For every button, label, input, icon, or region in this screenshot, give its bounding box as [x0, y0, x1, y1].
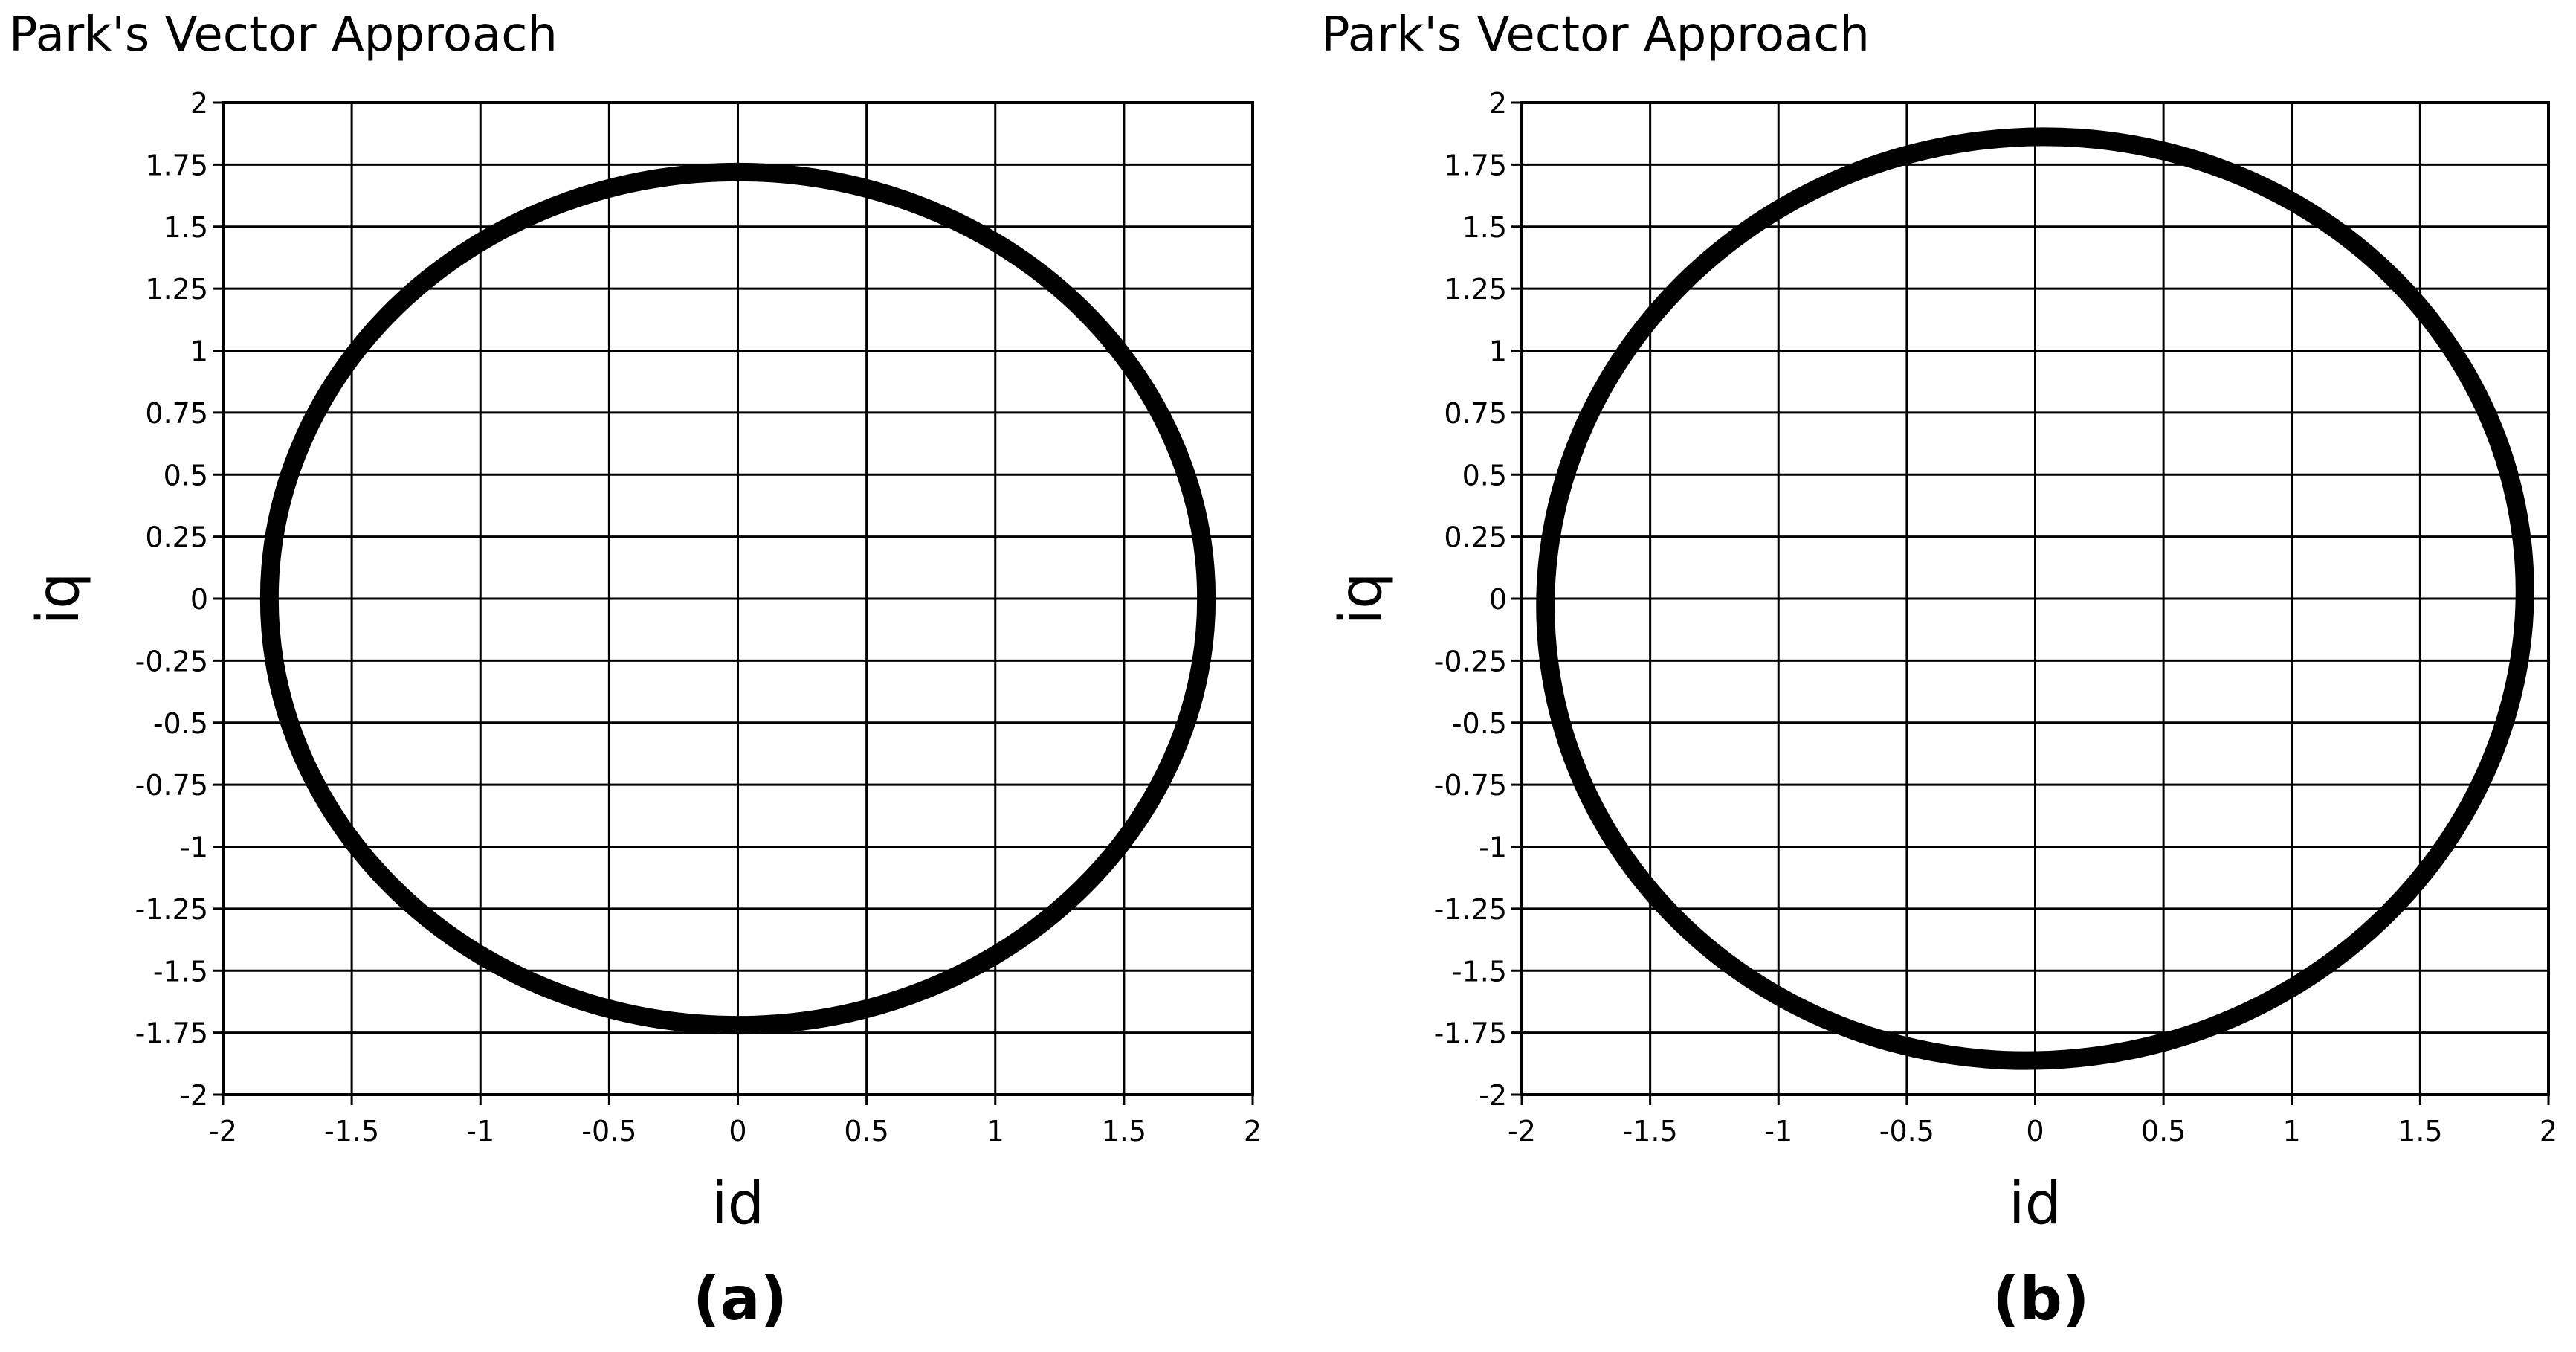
y-tick-label: 0.25 — [145, 521, 208, 554]
x-tick-label: 1 — [987, 1115, 1004, 1147]
y-tick-label: 0.75 — [1444, 397, 1507, 430]
x-tick-label: -2 — [1508, 1115, 1536, 1147]
y-tick-label: -0.25 — [1434, 645, 1507, 677]
y-axis-label: iq — [1328, 572, 1395, 625]
x-tick-label: -1.5 — [324, 1115, 379, 1147]
y-axis-label: iq — [25, 572, 92, 625]
park-vector-trajectory — [259, 162, 1216, 1035]
x-axis-label: id — [2009, 1171, 2062, 1237]
plot-area: 2 1.75 1.5 1.25 1 0.75 0.5 0.25 0 -0.25 -0.5 -0.75 -… — [25, 87, 1262, 1237]
y-tick-label: 2 — [1489, 87, 1507, 120]
y-tick-label: -0.5 — [153, 707, 208, 740]
chart-panel-a: Park's Vector Approach 2 1.75 1.5 1.25 1 0.75… — [9, 7, 1262, 1333]
x-tick-label: 0.5 — [844, 1115, 888, 1147]
y-tick-label: 1.25 — [1444, 273, 1507, 306]
x-tick-label: -1 — [466, 1115, 494, 1147]
x-tick-label: 1 — [2283, 1115, 2301, 1147]
park-vector-trajectory — [1536, 127, 2534, 1070]
y-tick-label: 0.5 — [164, 459, 208, 492]
x-tick-label: 2 — [1244, 1115, 1262, 1147]
x-tick-label: 1.5 — [1102, 1115, 1146, 1147]
chart-title: Park's Vector Approach — [9, 7, 558, 62]
chart-panel-b: Park's Vector Approach 2 1.75 1.5 1.25 1 0.75… — [1312, 0, 2576, 1352]
y-tick-label: -1.5 — [1452, 955, 1507, 988]
y-tick-label: -1.75 — [135, 1017, 208, 1050]
chart-title: Park's Vector Approach — [1321, 7, 1870, 62]
y-tick-label: -1.5 — [153, 955, 208, 988]
y-tick-label: 1.75 — [1444, 149, 1507, 181]
plot-area: 2 1.75 1.5 1.25 1 0.75 0.5 0.25 0 -0.25 -0.5 -0.75 -… — [1328, 87, 2557, 1237]
y-tick-label: -2 — [1479, 1079, 1507, 1112]
y-tick-label: -0.5 — [1452, 707, 1507, 740]
x-tick-label: -1.5 — [1623, 1115, 1678, 1147]
y-tick-label: -1 — [180, 831, 208, 864]
x-axis-label: id — [711, 1171, 764, 1237]
y-tick-label: 0 — [1489, 583, 1507, 616]
y-tick-label: 1.5 — [1462, 211, 1507, 244]
x-tick-label: 2 — [2540, 1115, 2557, 1147]
y-tick-label: 2 — [190, 87, 208, 120]
y-tick-label: 0.75 — [145, 397, 208, 430]
x-tick-label: 0 — [2026, 1115, 2044, 1147]
y-tick-label: -1 — [1479, 831, 1507, 864]
x-tick-label: -2 — [209, 1115, 237, 1147]
y-tick-label: -0.25 — [135, 645, 208, 677]
y-tick-label: -1.25 — [135, 893, 208, 926]
y-tick-label: -2 — [180, 1079, 208, 1112]
x-tick-label: -0.5 — [581, 1115, 636, 1147]
y-tick-label: 1.25 — [145, 273, 208, 306]
y-tick-label: 1 — [190, 335, 208, 368]
x-tick-label: -0.5 — [1879, 1115, 1934, 1147]
y-tick-label: -1.25 — [1434, 893, 1507, 926]
y-tick-label: 0 — [190, 583, 208, 616]
y-tick-label: 1.75 — [145, 149, 208, 181]
x-tick-label: 0 — [729, 1115, 746, 1147]
figure-caption: (a) — [693, 1264, 788, 1333]
x-tick-label: -1 — [1764, 1115, 1792, 1147]
y-tick-label: 1.5 — [164, 211, 208, 244]
y-tick-label: 1 — [1489, 335, 1507, 368]
y-tick-label: -0.75 — [135, 769, 208, 802]
y-tick-label: -0.75 — [1434, 769, 1507, 802]
y-tick-label: 0.5 — [1462, 459, 1507, 492]
x-tick-label: 0.5 — [2141, 1115, 2186, 1147]
trajectory-loop — [1536, 127, 2534, 1070]
y-tick-label: -1.75 — [1434, 1017, 1507, 1050]
y-tick-label: 0.25 — [1444, 521, 1507, 554]
trajectory-loop — [259, 162, 1216, 1035]
figure-caption: (b) — [1992, 1264, 2090, 1333]
x-tick-label: 1.5 — [2398, 1115, 2442, 1147]
